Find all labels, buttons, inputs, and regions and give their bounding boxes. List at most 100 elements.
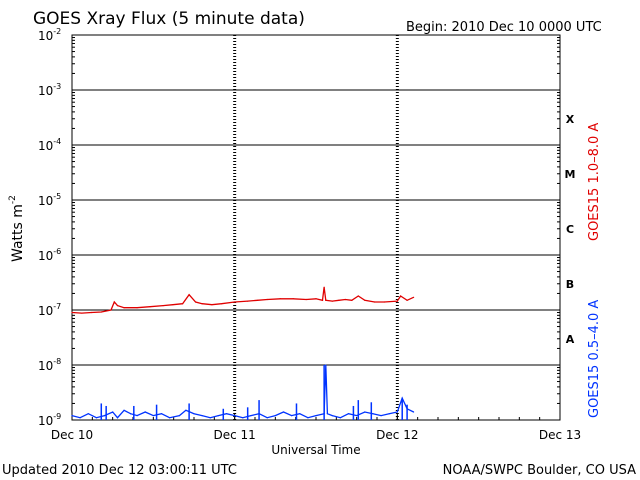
series-point	[388, 413, 390, 415]
series-point	[110, 309, 112, 311]
series-point	[364, 299, 366, 301]
legend-short-channel: GOES15 0.5–4.0 A	[587, 300, 602, 418]
series-point	[100, 311, 102, 313]
series-point	[193, 413, 195, 415]
flare-class-label: A	[566, 333, 575, 346]
y-tick-label: 10-9	[38, 412, 61, 428]
series-short-channel	[71, 364, 415, 420]
legend-long-channel: GOES15 1.0–8.0 A	[587, 123, 602, 241]
x-axis-ticks: Dec 10 Dec 11 Dec 12 Dec 13	[51, 414, 581, 442]
y-axis-label: Watts m-2	[8, 195, 26, 262]
y-tick-label: 10-4	[38, 137, 61, 153]
series-point	[201, 415, 203, 417]
series-point	[331, 300, 333, 302]
series-line	[71, 364, 414, 419]
series-point	[323, 286, 325, 288]
y-tick-label: 10-7	[38, 302, 61, 318]
series-point	[152, 415, 154, 417]
series-point	[144, 411, 146, 413]
series-point	[396, 411, 398, 413]
series-point	[221, 303, 223, 305]
series-point	[129, 413, 132, 415]
series-point	[178, 415, 180, 417]
series-point	[292, 298, 294, 300]
series-point	[315, 415, 317, 417]
series-point	[103, 415, 106, 417]
series-point	[321, 299, 324, 301]
series-point	[299, 413, 301, 415]
chart-title: GOES Xray Flux (5 minute data)	[33, 9, 305, 29]
y-axis-label-group: Watts m-2	[8, 195, 26, 262]
series-point	[307, 417, 309, 419]
begin-label: Begin: 2010 Dec 10 0000 UTC	[406, 20, 602, 35]
flare-class-label: B	[566, 278, 574, 291]
series-point	[351, 299, 353, 301]
series-point	[113, 301, 115, 303]
series-point	[195, 301, 197, 303]
series-point	[87, 413, 89, 415]
series-point	[247, 300, 249, 302]
series-point	[406, 299, 408, 301]
series-point	[282, 411, 285, 413]
series-point	[116, 305, 119, 307]
series-point	[217, 415, 219, 417]
series-point	[325, 299, 327, 301]
series-point	[225, 413, 228, 415]
x-tick-label: Dec 13	[539, 428, 581, 442]
series-point	[160, 413, 163, 415]
series-point	[95, 417, 97, 419]
series-point	[123, 409, 125, 411]
series-point	[380, 415, 382, 417]
series-point	[396, 300, 398, 302]
series-point	[182, 303, 184, 305]
series-point	[364, 411, 366, 413]
series-point	[413, 411, 415, 413]
series-point	[188, 294, 190, 296]
flare-class-label: X	[566, 113, 575, 126]
flare-class-label: C	[566, 223, 574, 236]
series-point	[242, 417, 244, 419]
series-point	[291, 415, 293, 417]
y-axis-ticks: 10-2 10-3 10-4 10-5 10-6 10-7 10-8 10-9	[38, 27, 560, 428]
grid-lines	[72, 89, 560, 366]
series-point	[357, 295, 359, 297]
series-point	[169, 417, 171, 419]
y-tick-label: 10-6	[38, 247, 61, 263]
series-point	[234, 415, 236, 417]
series-point	[413, 296, 415, 298]
series-point	[331, 415, 333, 417]
series-point	[373, 301, 376, 303]
series-point	[71, 311, 73, 314]
x-axis-label: Universal Time	[271, 443, 360, 457]
series-point	[347, 413, 350, 415]
series-point	[325, 364, 327, 366]
series-point	[149, 306, 151, 308]
day-dividers	[233, 35, 399, 420]
x-tick-label: Dec 12	[376, 428, 418, 442]
series-long-channel	[71, 286, 415, 314]
series-point	[279, 298, 281, 300]
series-point	[372, 413, 374, 415]
series-point	[71, 415, 73, 417]
series-point	[116, 417, 119, 419]
y-tick-label: 10-5	[38, 192, 61, 208]
updated-timestamp: Updated 2010 Dec 12 03:00:11 UTC	[2, 463, 237, 478]
series-point	[338, 299, 340, 301]
y-tick-label: 10-2	[38, 27, 61, 43]
series-point	[136, 307, 138, 309]
y-axis-label-exponent: -2	[8, 195, 18, 204]
series-point	[234, 301, 236, 303]
series-point	[185, 409, 187, 411]
series-point	[256, 299, 259, 301]
series-point	[356, 415, 358, 417]
y-tick-label: 10-3	[38, 82, 61, 98]
series-point	[274, 415, 276, 417]
x-tick-label: Dec 10	[51, 428, 93, 442]
series-point	[326, 413, 328, 415]
series-point	[339, 417, 341, 419]
series-point	[112, 411, 114, 413]
flare-class-label: M	[565, 168, 576, 181]
series-point	[305, 298, 307, 301]
series-point	[266, 417, 268, 419]
plot-frame	[71, 34, 561, 421]
